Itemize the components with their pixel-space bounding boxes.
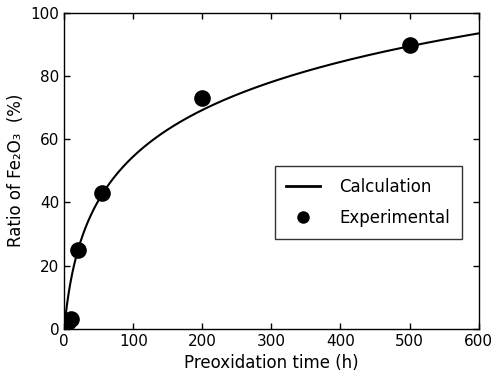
Point	[98, 190, 106, 196]
Point	[67, 316, 75, 322]
Point	[64, 319, 72, 325]
Point	[198, 95, 206, 101]
X-axis label: Preoxidation time (h): Preoxidation time (h)	[184, 354, 358, 372]
Legend: Calculation, Experimental: Calculation, Experimental	[274, 166, 462, 239]
Point	[74, 247, 82, 253]
Point	[406, 41, 413, 47]
Y-axis label: Ratio of Fe₂O₃  (%): Ratio of Fe₂O₃ (%)	[7, 94, 25, 247]
